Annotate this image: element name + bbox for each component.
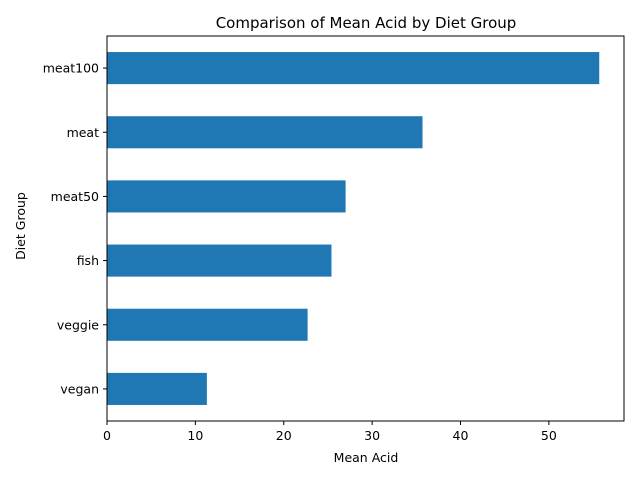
x-tick-label: 0: [103, 428, 111, 443]
y-tick-label: veggie: [57, 317, 99, 332]
bar-vegan: [107, 372, 207, 405]
x-axis-label: Mean Acid: [334, 450, 399, 465]
chart-title: Comparison of Mean Acid by Diet Group: [216, 14, 517, 32]
y-axis-label: Diet Group: [13, 192, 28, 260]
bar-meat50: [107, 180, 346, 213]
plot-frame: [106, 35, 625, 422]
y-tick-label: meat: [67, 125, 100, 140]
bar-meat: [107, 116, 423, 149]
x-tick-label: 20: [276, 428, 292, 443]
bars-group: [107, 52, 600, 405]
bar-meat100: [107, 52, 600, 85]
y-tick-label: fish: [77, 253, 99, 268]
x-tick-label: 10: [187, 428, 203, 443]
y-tick-label: vegan: [60, 381, 99, 396]
x-axis-ticks: 0 10 20 30 40 50: [103, 421, 557, 443]
x-tick-label: 30: [364, 428, 380, 443]
y-tick-label: meat100: [43, 61, 99, 76]
y-tick-label: meat50: [51, 189, 99, 204]
bar-fish: [107, 244, 332, 277]
x-tick-label: 50: [541, 428, 557, 443]
bar-veggie: [107, 308, 308, 341]
x-tick-label: 40: [453, 428, 469, 443]
y-axis-ticks: vegan veggie fish meat50 meat meat100: [43, 61, 107, 396]
